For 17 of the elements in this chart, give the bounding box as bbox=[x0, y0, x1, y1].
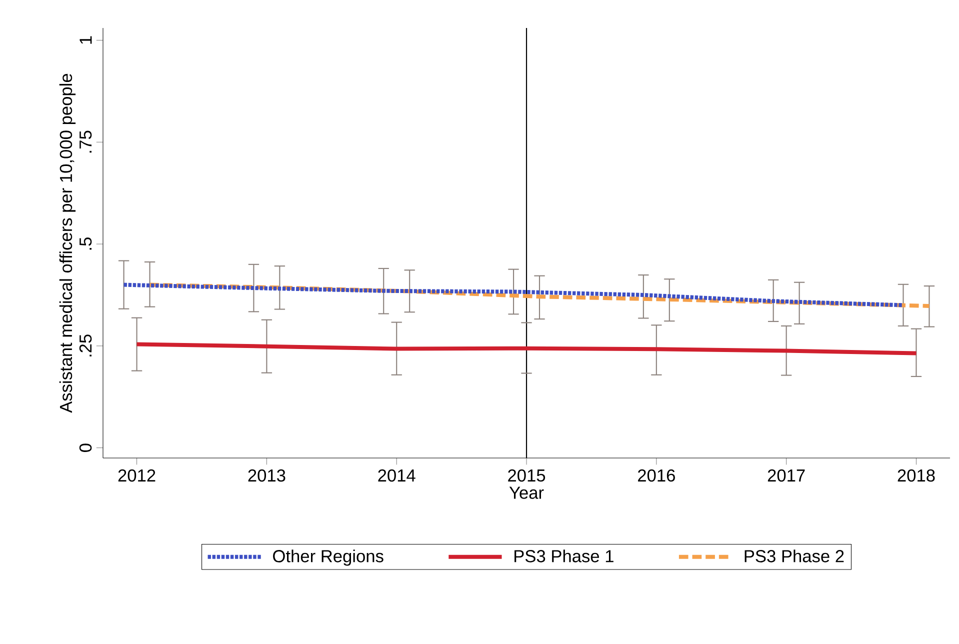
y-tick-label: .25 bbox=[79, 334, 92, 356]
y-tick-label: 0 bbox=[79, 444, 92, 452]
legend-label: PS3 Phase 2 bbox=[744, 550, 844, 562]
y-axis-title: Assistant medical officers per 10,000 people bbox=[59, 74, 76, 413]
x-tick-label: 2018 bbox=[898, 469, 935, 482]
y-tick-label: 1 bbox=[80, 36, 92, 44]
x-axis-title: Year bbox=[509, 486, 544, 499]
legend-label: Other Regions bbox=[273, 550, 384, 566]
x-tick-label: 2017 bbox=[768, 469, 805, 482]
x-tick-label: 2016 bbox=[638, 469, 675, 482]
y-tick-label: .75 bbox=[80, 130, 92, 153]
x-tick-label: 2014 bbox=[378, 469, 416, 482]
x-tick-label: 2013 bbox=[248, 469, 286, 482]
x-tick-label: 2012 bbox=[118, 469, 156, 482]
x-tick-label: 2015 bbox=[508, 469, 546, 482]
y-tick-label: .5 bbox=[80, 238, 92, 250]
legend-label: PS3 Phase 1 bbox=[514, 550, 614, 562]
